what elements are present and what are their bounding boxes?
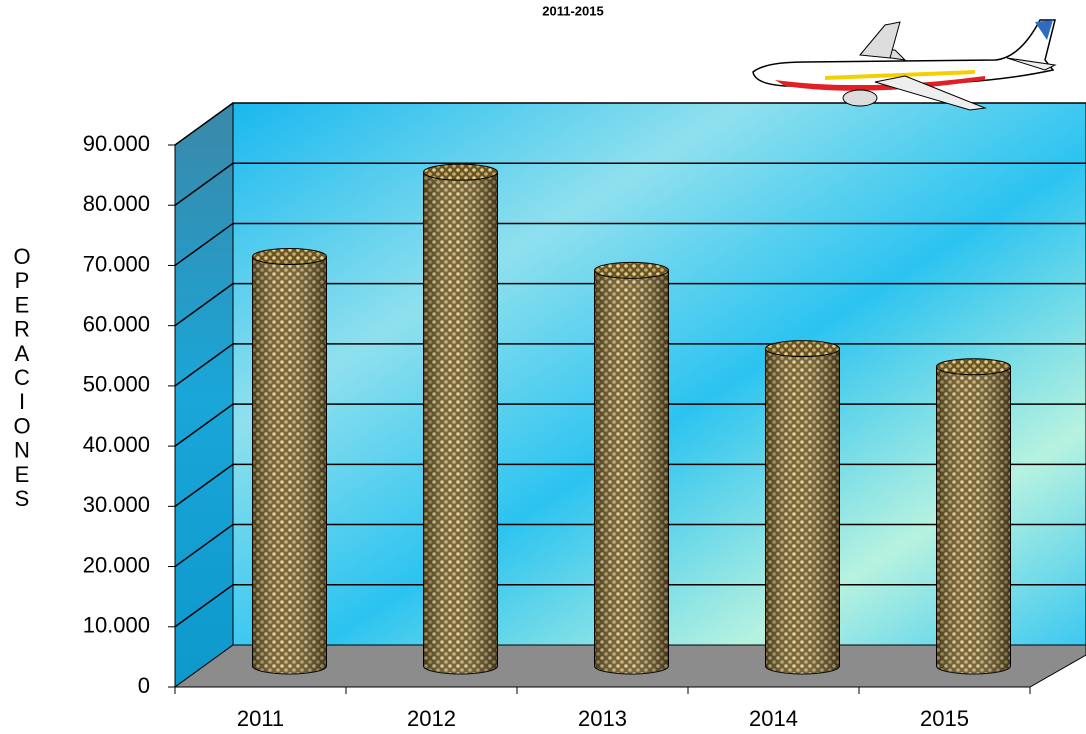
grid-line xyxy=(174,162,1086,206)
cylinder xyxy=(252,247,327,675)
airplane-illustration xyxy=(752,19,1057,111)
y-tick-label: 70.000 xyxy=(83,251,150,276)
cylinder xyxy=(765,340,840,675)
grid-line xyxy=(174,102,1086,146)
y-tick-label: 50.000 xyxy=(83,372,150,397)
cylinder-shade xyxy=(252,256,327,674)
y-tick-label: 40.000 xyxy=(83,432,150,457)
grid-line xyxy=(174,222,1086,267)
cylinder-top xyxy=(936,358,1011,376)
x-tick-label: 2014 xyxy=(749,706,798,731)
y-tick-label: 10.000 xyxy=(83,613,150,638)
y-tick-label: 80.000 xyxy=(83,191,150,216)
y-tick-label: 0 xyxy=(138,673,150,698)
grid-line xyxy=(174,282,1086,327)
cylinder-top xyxy=(594,261,669,279)
y-tick-label: 30.000 xyxy=(83,492,150,517)
y-tick-label: 90.000 xyxy=(83,131,150,156)
chart-title: 2011-2015 xyxy=(542,3,603,18)
cylinder-top xyxy=(423,163,498,181)
plot-area: 0 10.000 20.000 30.000 40.000 50.000 60.000 70.… xyxy=(83,102,1086,731)
cylinder-shade xyxy=(765,348,840,674)
x-tick-label: 2011 xyxy=(237,706,284,731)
cylinder-shade xyxy=(936,366,1011,674)
cylinder-top xyxy=(252,247,327,265)
y-tick-label: 20.000 xyxy=(83,552,150,577)
x-tick-label: 2012 xyxy=(407,706,456,731)
y-tick-label: 60.000 xyxy=(83,311,150,336)
cylinder xyxy=(594,261,669,675)
cylinder-shade xyxy=(594,270,669,674)
x-tick-label: 2015 xyxy=(920,706,969,731)
cylinder-top xyxy=(765,340,840,358)
cylinder xyxy=(423,163,498,675)
cylinder xyxy=(936,358,1011,675)
cylinder-shade xyxy=(423,172,498,674)
x-tick-label: 2013 xyxy=(578,706,627,731)
side-wall xyxy=(174,102,234,688)
